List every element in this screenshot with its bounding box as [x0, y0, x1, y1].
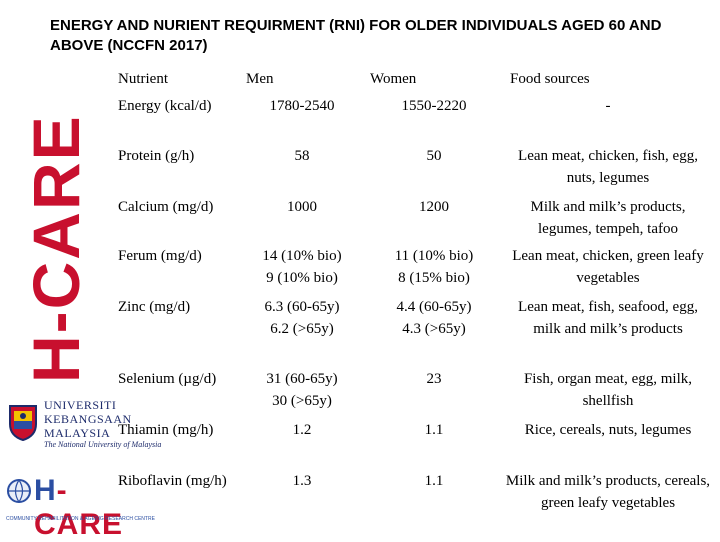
- men-cell: 58: [294, 148, 310, 164]
- food-sources-cell: Milk and milk’s products, cereals, green…: [505, 473, 711, 511]
- table-row: Thiamin (mg/h) 1.2 1.1 Rice, cereals, nuts,…: [112, 414, 712, 465]
- h-care-vertical-logo-text: H-CARE: [19, 114, 93, 383]
- ukm-line3: MALAYSIA: [44, 426, 111, 440]
- ukm-crest-icon: [9, 405, 37, 442]
- table-row: Ferum (mg/d) 14 (10% bio) 9 (10% bio) 11 (…: [112, 240, 712, 291]
- nutrient-cell: Energy (kcal/d): [118, 98, 212, 114]
- men-cell: 1780-2540: [269, 98, 335, 114]
- men-cell: 6.3 (60-65y) 6.2 (>65y): [264, 299, 340, 337]
- h-care-h: H: [34, 474, 57, 507]
- women-cell: 1200: [419, 199, 449, 215]
- header-nutrient: Nutrient: [118, 71, 168, 87]
- nutrient-cell: Thiamin (mg/h): [118, 422, 214, 438]
- food-sources-cell: Lean meat, chicken, fish, egg, nuts, leg…: [518, 148, 698, 186]
- food-sources-cell: -: [605, 98, 611, 114]
- men-cell: 1.3: [292, 473, 312, 489]
- table-row: Calcium (mg/d) 1000 1200 Milk and milk’s pr…: [112, 191, 712, 240]
- page-title: ENERGY AND NURIENT REQUIRMENT (RNI) FOR …: [50, 17, 662, 54]
- ukm-logo: UNIVERSITI KEBANGSAAN MALAYSIA The Natio…: [4, 390, 161, 470]
- men-cell: 31 (60-65y) 30 (>65y): [266, 371, 338, 409]
- table-row: Riboflavin (mg/h) 1.3 1.1 Milk and milk’s p…: [112, 465, 712, 537]
- ukm-line2: KEBANGSAAN: [44, 412, 132, 426]
- table-row: Energy (kcal/d) 1780-2540 1550-2220 -: [112, 90, 712, 140]
- h-care-logo: H-CARE COMMUNITY REHABILITATION & AGEING…: [4, 470, 155, 541]
- women-cell: 1.1: [424, 473, 444, 489]
- h-care-subtitle: COMMUNITY REHABILITATION & AGEING RESEAR…: [6, 516, 155, 522]
- women-cell: 1.1: [424, 422, 444, 438]
- table-row: Selenium (µg/d) 31 (60-65y) 30 (>65y) 23 Fi…: [112, 363, 712, 414]
- h-care-rest: CARE: [34, 508, 124, 541]
- table-header-row: Nutrient Men Women Food sources: [112, 62, 712, 90]
- men-cell: 1000: [287, 199, 317, 215]
- sidebar-branding: H-CARE UNIVERSITI KEBANGSAAN MALAYSIA Th…: [0, 0, 161, 541]
- nutrient-cell: Zinc (mg/d): [118, 299, 191, 315]
- table-row: Zinc (mg/d) 6.3 (60-65y) 6.2 (>65y) 4.4 (6…: [112, 291, 712, 363]
- food-sources-cell: Milk and milk’s products, legumes, tempe…: [530, 199, 686, 237]
- food-sources-cell: Lean meat, chicken, green leafy vegetabl…: [512, 248, 704, 286]
- header-food-sources: Food sources: [510, 71, 590, 87]
- nutrient-cell: Protein (g/h): [118, 148, 195, 164]
- table-row: Protein (g/h) 58 50 Lean meat, chicken, fis…: [112, 140, 712, 191]
- h-care-wordmark: H-CARE: [34, 474, 124, 541]
- women-cell: 23: [426, 371, 442, 387]
- women-cell: 4.4 (60-65y) 4.3 (>65y): [396, 299, 472, 337]
- nutrient-cell: Ferum (mg/d): [118, 248, 202, 264]
- women-cell: 11 (10% bio) 8 (15% bio): [394, 248, 474, 286]
- ukm-name: UNIVERSITI KEBANGSAAN MALAYSIA: [44, 398, 132, 440]
- ukm-tagline: The National University of Malaysia: [44, 440, 162, 449]
- men-cell: 1.2: [292, 422, 312, 438]
- globe-icon: [7, 479, 31, 503]
- men-cell: 14 (10% bio) 9 (10% bio): [262, 248, 342, 286]
- food-sources-cell: Lean meat, fish, seafood, egg, milk and …: [518, 299, 698, 337]
- food-sources-cell: Fish, organ meat, egg, milk, shellfish: [523, 371, 693, 409]
- food-sources-cell: Rice, cereals, nuts, legumes: [524, 422, 692, 438]
- nutrient-cell: Selenium (µg/d): [118, 371, 217, 387]
- rni-table: Nutrient Men Women Food sources Energy (…: [112, 62, 712, 537]
- rni-table-container: Nutrient Men Women Food sources Energy (…: [112, 62, 712, 537]
- ukm-line1: UNIVERSITI: [44, 398, 117, 412]
- women-cell: 50: [426, 148, 442, 164]
- header-women: Women: [370, 71, 417, 87]
- nutrient-cell: Calcium (mg/d): [118, 199, 214, 215]
- nutrient-cell: Riboflavin (mg/h): [118, 473, 227, 489]
- header-men: Men: [246, 71, 274, 87]
- women-cell: 1550-2220: [401, 98, 467, 114]
